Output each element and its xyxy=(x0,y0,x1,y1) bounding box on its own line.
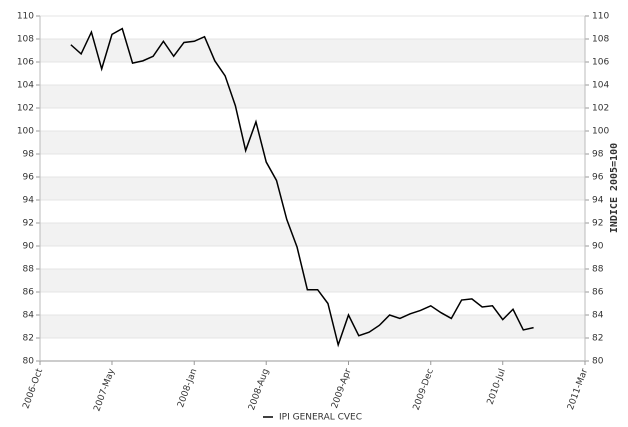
y2-tick-label: 88 xyxy=(592,265,604,275)
y-tick-label: 110 xyxy=(17,12,34,22)
y-tick-label: 80 xyxy=(23,357,35,367)
y2-tick-label: 110 xyxy=(592,12,609,22)
y-tick-label: 102 xyxy=(17,104,34,114)
y-tick-label: 86 xyxy=(23,288,35,298)
y2-tick-label: 104 xyxy=(592,81,609,91)
grid-band xyxy=(40,315,585,338)
y2-tick-label: 102 xyxy=(592,104,609,114)
y-tick-label: 88 xyxy=(23,265,35,275)
y2-tick-label: 90 xyxy=(592,242,604,252)
y-tick-label: 96 xyxy=(23,173,35,183)
y-tick-label: 108 xyxy=(17,35,34,45)
y2-tick-label: 86 xyxy=(592,288,604,298)
y-tick-label: 92 xyxy=(23,219,34,229)
series-line xyxy=(70,27,534,348)
x-tick-label: 2006-Oct xyxy=(21,367,45,410)
y2-tick-label: 106 xyxy=(592,58,609,68)
y2-tick-label: 92 xyxy=(592,219,603,229)
x-tick-label: 2011-Mar xyxy=(566,367,590,411)
grid-band xyxy=(40,131,585,154)
x-tick-label: 2007-May xyxy=(92,367,117,413)
y-tick-label: 82 xyxy=(23,334,34,344)
legend-label: IPI GENERAL CVEC xyxy=(279,413,362,423)
y-tick-label: 100 xyxy=(17,127,34,137)
y2-tick-label: 108 xyxy=(592,35,609,45)
x-tick-label: 2009-Dec xyxy=(412,367,436,411)
x-tick-label: 2008-Jan xyxy=(176,367,199,409)
y-tick-label: 84 xyxy=(23,311,35,321)
x-tick-label: 2010-Jul xyxy=(486,367,508,406)
y2-axis-label: INDICE 2005=100 xyxy=(609,143,620,233)
grid-band xyxy=(40,85,585,108)
grid-band xyxy=(40,177,585,200)
y2-tick-label: 82 xyxy=(592,334,603,344)
grid-band xyxy=(40,269,585,292)
y-tick-label: 98 xyxy=(23,150,35,160)
x-tick-label: 2009-Apr xyxy=(330,367,354,410)
grid-band xyxy=(40,39,585,62)
y-tick-label: 104 xyxy=(17,81,34,91)
y-tick-label: 90 xyxy=(23,242,35,252)
y-tick-label: 106 xyxy=(17,58,34,68)
y2-tick-label: 98 xyxy=(592,150,604,160)
x-tick-label: 2008-Aug xyxy=(247,367,271,411)
y-tick-label: 94 xyxy=(23,196,35,206)
y2-tick-label: 84 xyxy=(592,311,604,321)
y2-tick-label: 80 xyxy=(592,357,604,367)
y2-tick-label: 94 xyxy=(592,196,604,206)
grid-band xyxy=(40,223,585,246)
y2-tick-label: 96 xyxy=(592,173,604,183)
y2-tick-label: 100 xyxy=(592,127,609,137)
